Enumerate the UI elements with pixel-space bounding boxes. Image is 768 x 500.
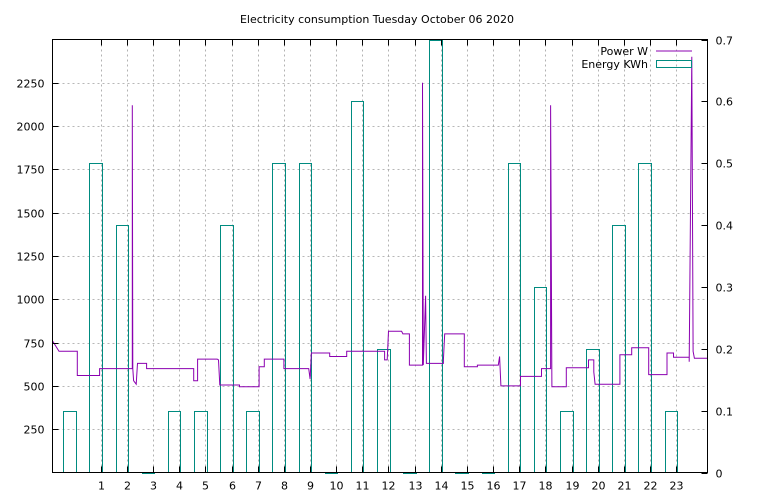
legend-label-energy: Energy KWh (581, 58, 648, 71)
x-tick-label: 1 (98, 480, 105, 493)
x-tick-labels: 1 2 3 4 5 6 7 8 9 10 11 12 13 14 15 16 17 18 19 20 21 22 23 (98, 480, 684, 493)
x-tick-label: 18 (539, 480, 553, 493)
x-tick-label: 13 (409, 480, 423, 493)
energy-bar (194, 411, 208, 473)
plot-frame (52, 39, 708, 473)
y-tick-label: 1500 (17, 208, 45, 221)
power-series (52, 56, 708, 388)
energy-bar (377, 349, 391, 473)
x-tick-label: 22 (644, 480, 658, 493)
energy-bar (89, 163, 103, 473)
x-tick-label: 10 (330, 480, 344, 493)
x-tick-label: 12 (382, 480, 396, 493)
energy-bar (612, 225, 626, 473)
y-tick-label: 2250 (17, 78, 45, 91)
x-tick-label: 20 (592, 480, 606, 493)
y2-tick-labels: 0 0.1 0.2 0.3 0.4 0.5 0.6 0.7 (716, 35, 734, 481)
y-tick-label: 1750 (17, 164, 45, 177)
x-tick-label: 11 (356, 480, 370, 493)
y-tick-label: 500 (24, 381, 45, 394)
y-tick-label: 750 (24, 338, 45, 351)
y-tick-label: 1000 (17, 294, 45, 307)
energy-bar (351, 101, 364, 473)
legend: Power W Energy KWh (581, 45, 692, 71)
x-tick-label: 5 (202, 480, 209, 493)
x-tick-label: 9 (307, 480, 314, 493)
power-line (52, 56, 708, 388)
x-tick-label: 4 (176, 480, 183, 493)
y2-tick-label: 0 (716, 468, 723, 481)
grid (52, 39, 708, 473)
y2-tick-label: 0.5 (716, 158, 734, 171)
y-tick-label: 1250 (17, 251, 45, 264)
energy-bar (168, 411, 181, 473)
energy-bar (638, 163, 652, 473)
x-tick-label: 8 (281, 480, 288, 493)
y2-tick-label: 0.3 (716, 282, 734, 295)
x-tick-label: 17 (513, 480, 527, 493)
energy-bar (63, 411, 77, 473)
legend-label-power: Power W (600, 45, 648, 58)
y2-tick-label: 0.1 (716, 406, 734, 419)
energy-bar (508, 163, 521, 473)
energy-bar (560, 411, 574, 473)
y-tick-label: 250 (24, 424, 45, 437)
x-tick-label: 19 (566, 480, 580, 493)
y-tick-label: 2000 (17, 121, 45, 134)
energy-bar (246, 411, 260, 473)
energy-series (63, 40, 678, 474)
x-tick-label: 14 (435, 480, 449, 493)
x-tick-label: 2 (124, 480, 131, 493)
energy-bar (272, 163, 286, 473)
chart-title: Electricity consumption Tuesday October … (240, 13, 514, 26)
legend-swatch-energy (656, 60, 692, 68)
x-tick-label: 15 (461, 480, 475, 493)
x-tick-label: 23 (670, 480, 684, 493)
x-tick-label: 21 (618, 480, 632, 493)
energy-bar (116, 225, 129, 473)
y2-tick-label: 0.6 (716, 96, 734, 109)
y2-tick-label: 0.2 (716, 344, 734, 357)
energy-bar (586, 349, 600, 473)
y2-tick-label: 0.7 (716, 35, 734, 48)
energy-bar (220, 225, 234, 473)
x-tick-label: 3 (150, 480, 157, 493)
x-tick-label: 6 (229, 480, 236, 493)
energy-bar (665, 411, 678, 473)
energy-bar (534, 287, 547, 473)
y2-tick-label: 0.4 (716, 220, 734, 233)
energy-bar (429, 40, 443, 473)
y-tick-labels: 250 500 750 1000 1250 1500 1750 2000 2250 (17, 78, 45, 437)
energy-bar (299, 163, 312, 473)
x-tick-label: 7 (255, 480, 262, 493)
ticks (52, 39, 708, 474)
x-tick-label: 16 (487, 480, 501, 493)
